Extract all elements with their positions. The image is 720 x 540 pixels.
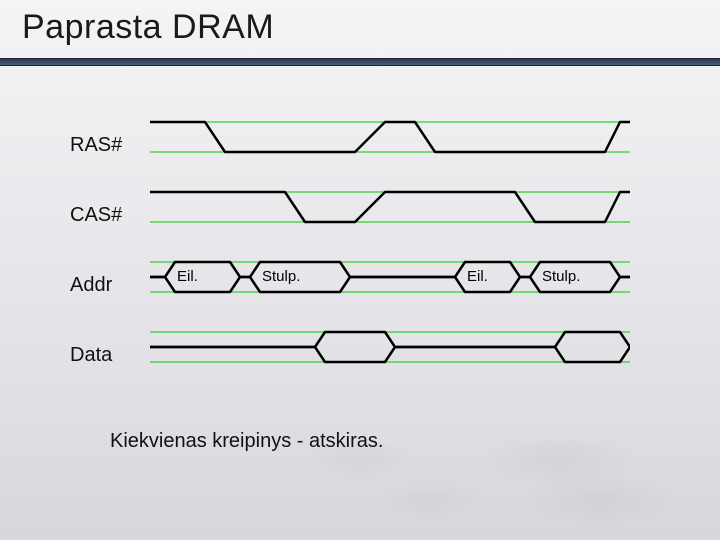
slide-title: Paprasta DRAM [22, 8, 720, 47]
signal-waveform [150, 260, 630, 294]
title-area: Paprasta DRAM [0, 0, 720, 53]
signal-waveform [150, 190, 630, 224]
signal-waveform [150, 120, 630, 154]
title-underline [0, 58, 720, 66]
signal-label: RAS# [70, 134, 140, 157]
signal-label: CAS# [70, 204, 140, 227]
slide-caption: Kiekvienas kreipinys - atskiras. [110, 430, 383, 453]
signal-waveform [150, 330, 630, 364]
signal-label: Addr [70, 274, 140, 297]
signal-label: Data [70, 344, 140, 367]
slide: Paprasta DRAM RAS#CAS#AddrEil.Stulp.Eil.… [0, 0, 720, 540]
